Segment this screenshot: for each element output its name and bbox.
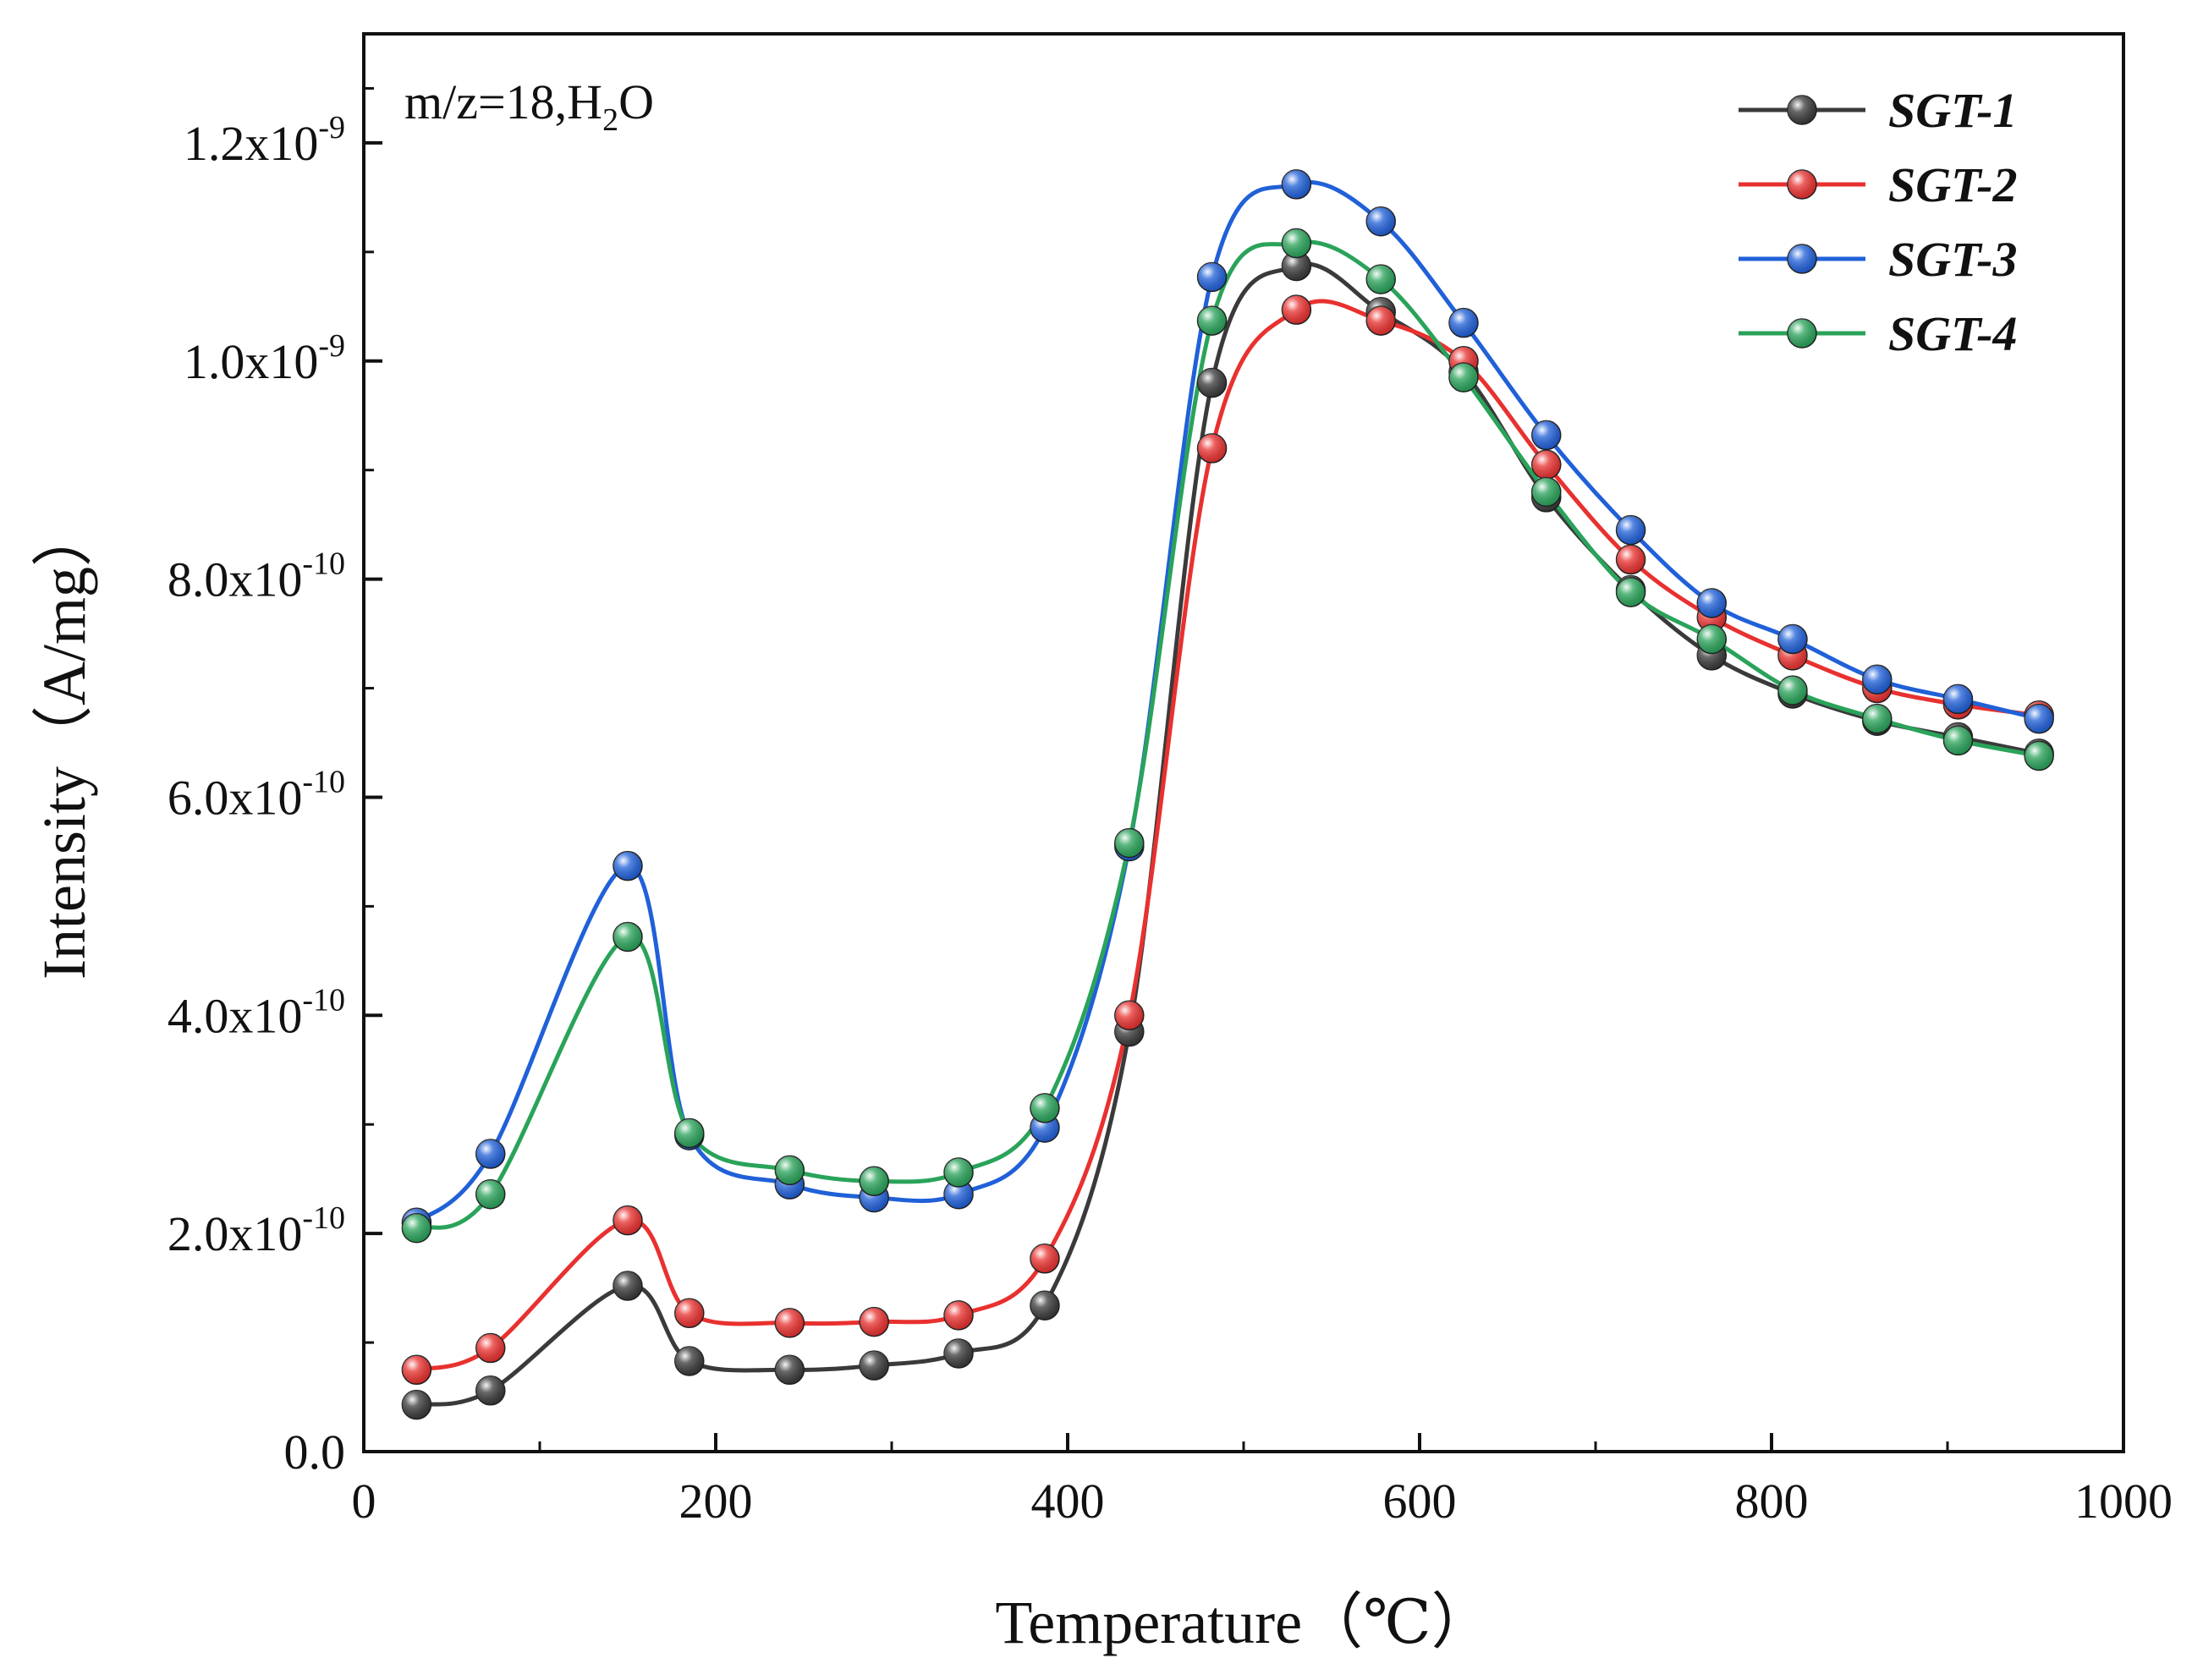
y-tick-label: 8.0x10-10 bbox=[168, 546, 345, 607]
legend-swatch-marker bbox=[1787, 169, 1817, 200]
x-tick-label: 600 bbox=[1383, 1474, 1457, 1529]
data-point bbox=[613, 921, 643, 953]
data-point bbox=[1365, 305, 1396, 336]
data-point bbox=[1030, 1290, 1060, 1320]
data-point bbox=[774, 1155, 805, 1186]
data-point bbox=[1281, 228, 1312, 259]
data-point bbox=[1196, 367, 1228, 398]
data-point bbox=[1531, 449, 1562, 480]
plot-frame bbox=[362, 32, 2125, 1453]
x-tick-label: 0 bbox=[352, 1474, 376, 1529]
data-point bbox=[1531, 420, 1562, 451]
data-point bbox=[475, 1139, 506, 1169]
data-point bbox=[1777, 675, 1808, 705]
data-point bbox=[401, 1212, 432, 1244]
data-point bbox=[613, 1205, 643, 1236]
data-point bbox=[859, 1306, 889, 1337]
annotation: m/z=18,H2O bbox=[404, 74, 654, 138]
y-tick-label: 2.0x10-10 bbox=[168, 1200, 345, 1261]
legend-swatch-marker bbox=[1787, 244, 1817, 274]
legend: SGT-1 SGT-2 SGT-3 SGT-4 bbox=[1739, 83, 2018, 361]
series-line-2 bbox=[415, 299, 2040, 1372]
data-point bbox=[943, 1178, 974, 1210]
annotation-suffix: O bbox=[618, 74, 654, 129]
y-axis-title: Intensity（A/mg） bbox=[30, 506, 98, 980]
data-point bbox=[1615, 577, 1646, 607]
data-point bbox=[475, 1375, 506, 1406]
data-point bbox=[1365, 206, 1396, 237]
data-point bbox=[401, 1389, 432, 1420]
series-line-1 bbox=[415, 261, 2040, 1408]
data-point bbox=[859, 1350, 889, 1381]
series-markers bbox=[401, 169, 2054, 1420]
legend-label: SGT-2 bbox=[1888, 157, 2018, 212]
data-point bbox=[1281, 250, 1312, 282]
data-point bbox=[674, 1298, 705, 1329]
data-point bbox=[1615, 544, 1646, 575]
legend-label: SGT-1 bbox=[1888, 83, 2018, 138]
annotation-prefix: m/z=18,H bbox=[404, 74, 602, 129]
y-tick-label: 1.0x10-9 bbox=[184, 328, 345, 389]
data-point bbox=[613, 850, 643, 881]
annotation-subscript: 2 bbox=[602, 102, 618, 138]
data-point bbox=[613, 1271, 643, 1301]
data-point bbox=[1862, 664, 1893, 695]
data-point bbox=[943, 1300, 974, 1331]
data-point bbox=[674, 1346, 705, 1376]
data-point bbox=[475, 1178, 506, 1210]
data-point bbox=[1281, 294, 1312, 325]
y-tick-label: 6.0x10-10 bbox=[168, 764, 345, 825]
data-point bbox=[1281, 169, 1312, 200]
data-point bbox=[1942, 725, 1974, 756]
data-point bbox=[774, 1308, 805, 1338]
legend-item-1: SGT-1 bbox=[1739, 83, 2018, 138]
x-tick-label: 800 bbox=[1735, 1474, 1809, 1529]
y-tick-label: 0.0 bbox=[284, 1425, 346, 1480]
data-point bbox=[1862, 703, 1893, 734]
legend-swatch-marker bbox=[1787, 95, 1817, 125]
data-point bbox=[1696, 588, 1728, 618]
data-point bbox=[1114, 827, 1145, 859]
data-point bbox=[1196, 305, 1228, 336]
legend-label: SGT-4 bbox=[1888, 306, 2018, 361]
data-point bbox=[1448, 307, 1479, 338]
data-point bbox=[774, 1354, 805, 1386]
y-tick-label: 4.0x10-10 bbox=[168, 982, 345, 1043]
data-point bbox=[1942, 684, 1974, 715]
data-point bbox=[1030, 1093, 1060, 1123]
legend-label: SGT-3 bbox=[1888, 232, 2018, 287]
legend-item-4: SGT-4 bbox=[1739, 306, 2018, 361]
x-tick-label: 200 bbox=[679, 1474, 753, 1529]
data-point bbox=[401, 1354, 432, 1386]
data-point bbox=[1531, 476, 1562, 508]
data-point bbox=[943, 1157, 974, 1188]
data-point bbox=[2024, 703, 2054, 734]
data-point bbox=[1196, 433, 1228, 464]
data-point bbox=[1030, 1244, 1060, 1274]
y-axis-ticks: 0.0 2.0x10-10 4.0x10-10 6.0x10-10 8.0x10-10 1… bbox=[168, 86, 382, 1480]
x-tick-label: 1000 bbox=[2074, 1474, 2173, 1529]
data-point bbox=[1114, 1000, 1145, 1031]
data-point bbox=[475, 1332, 506, 1364]
data-point bbox=[859, 1166, 889, 1197]
data-point bbox=[1615, 514, 1646, 546]
y-tick-label: 1.2x10-9 bbox=[184, 110, 345, 171]
data-point bbox=[1196, 261, 1228, 293]
series-lines bbox=[415, 179, 2040, 1408]
data-point bbox=[943, 1338, 974, 1369]
data-point bbox=[2024, 740, 2054, 771]
data-point bbox=[1696, 623, 1728, 655]
x-axis-ticks: 0 200 400 600 800 1000 bbox=[352, 1433, 2173, 1529]
data-point bbox=[674, 1117, 705, 1149]
legend-item-2: SGT-2 bbox=[1739, 157, 2018, 212]
legend-item-3: SGT-3 bbox=[1739, 232, 2018, 287]
x-axis-title: Temperature（℃） bbox=[995, 1589, 1492, 1656]
data-point bbox=[1448, 362, 1479, 393]
data-point bbox=[1365, 264, 1396, 294]
data-point bbox=[1777, 623, 1808, 655]
legend-swatch-marker bbox=[1787, 318, 1817, 349]
x-tick-label: 400 bbox=[1031, 1474, 1105, 1529]
